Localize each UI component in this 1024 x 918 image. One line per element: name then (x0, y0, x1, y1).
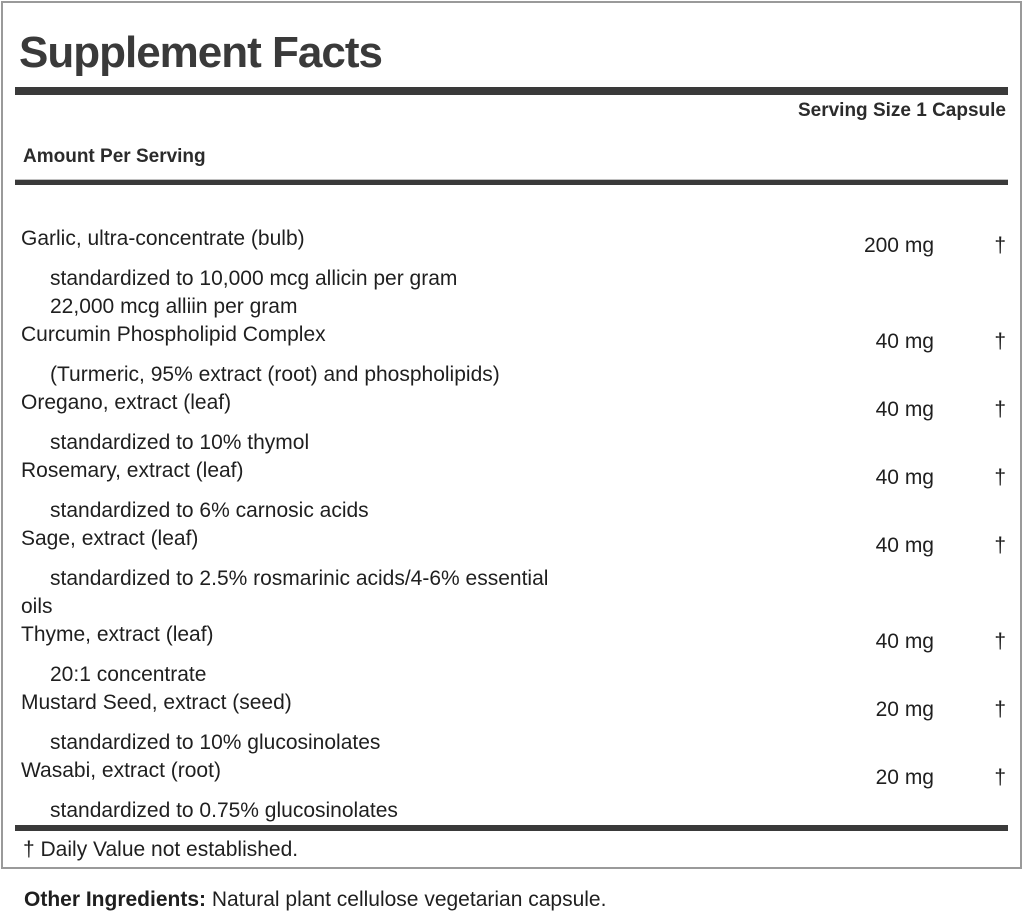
serving-size-text: Serving Size 1 Capsule (797, 100, 1006, 121)
ingredient-detail: standardized to 10% glucosinolates (50, 731, 381, 754)
daily-value-dagger: † (994, 766, 1006, 789)
ingredient-row-garlic: Garlic, ultra-concentrate (bulb) 200 mg … (3, 225, 1020, 321)
ingredient-detail: oils (21, 595, 53, 618)
ingredient-amount: 40 mg (875, 398, 934, 421)
divider-medium (15, 179, 1008, 185)
ingredient-name: Mustard Seed, extract (seed) (21, 691, 292, 714)
other-ingredients-label: Other Ingredients: (24, 888, 207, 911)
daily-value-dagger: † (994, 534, 1006, 557)
ingredient-amount: 40 mg (875, 466, 934, 489)
ingredient-amount: 20 mg (875, 698, 934, 721)
daily-value-dagger: † (994, 630, 1006, 653)
panel-title: Supplement Facts (19, 28, 383, 77)
supplement-facts-panel: Supplement Facts Serving Size 1 Capsule … (1, 1, 1022, 869)
daily-value-dagger: † (994, 398, 1006, 421)
ingredient-amount: 40 mg (875, 330, 934, 353)
ingredient-amount: 200 mg (863, 234, 934, 257)
other-ingredients-line: Other Ingredients: Natural plant cellulo… (0, 886, 1024, 914)
ingredient-name: Sage, extract (leaf) (21, 527, 199, 550)
daily-value-dagger: † (994, 698, 1006, 721)
amount-per-serving-label: Amount Per Serving (23, 146, 206, 167)
ingredient-name: Garlic, ultra-concentrate (bulb) (21, 227, 305, 250)
ingredient-detail: standardized to 10% thymol (50, 431, 310, 454)
daily-value-dagger: † (994, 330, 1006, 353)
daily-value-dagger: † (994, 234, 1006, 257)
ingredient-name: Thyme, extract (leaf) (21, 623, 214, 646)
divider-thick-bottom (15, 825, 1008, 831)
divider-thick-top (15, 87, 1008, 95)
ingredient-amount: 20 mg (875, 766, 934, 789)
ingredient-detail: standardized to 6% carnosic acids (50, 499, 369, 522)
ingredient-name: Curcumin Phospholipid Complex (21, 323, 326, 346)
ingredient-detail: standardized to 10,000 mcg allicin per g… (50, 267, 458, 290)
ingredient-row-sage: Sage, extract (leaf) 40 mg † standardize… (3, 525, 1020, 621)
ingredient-row-rosemary: Rosemary, extract (leaf) 40 mg † standar… (3, 457, 1020, 525)
ingredient-detail: 22,000 mcg alliin per gram (50, 295, 298, 318)
ingredient-row-thyme: Thyme, extract (leaf) 40 mg † 20:1 conce… (3, 621, 1020, 689)
daily-value-dagger: † (994, 466, 1006, 489)
ingredient-row-curcumin: Curcumin Phospholipid Complex 40 mg † (T… (3, 321, 1020, 389)
ingredient-amount: 40 mg (875, 534, 934, 557)
ingredient-name: Wasabi, extract (root) (21, 759, 221, 782)
ingredient-name: Oregano, extract (leaf) (21, 391, 232, 414)
daily-value-footnote: † Daily Value not established. (23, 838, 299, 861)
ingredient-row-wasabi: Wasabi, extract (root) 20 mg † standardi… (3, 757, 1020, 825)
ingredient-row-mustard-seed: Mustard Seed, extract (seed) 20 mg † sta… (3, 689, 1020, 757)
ingredient-amount: 40 mg (875, 630, 934, 653)
ingredient-row-oregano: Oregano, extract (leaf) 40 mg † standard… (3, 389, 1020, 457)
ingredient-detail: (Turmeric, 95% extract (root) and phosph… (50, 363, 500, 386)
ingredient-detail: standardized to 2.5% rosmarinic acids/4-… (50, 567, 549, 590)
other-ingredients-text: Natural plant cellulose vegetarian capsu… (206, 888, 607, 911)
ingredient-detail: 20:1 concentrate (50, 663, 207, 686)
ingredient-name: Rosemary, extract (leaf) (21, 459, 244, 482)
ingredient-rows: Garlic, ultra-concentrate (bulb) 200 mg … (3, 185, 1020, 825)
ingredient-detail: standardized to 0.75% glucosinolates (50, 799, 398, 822)
